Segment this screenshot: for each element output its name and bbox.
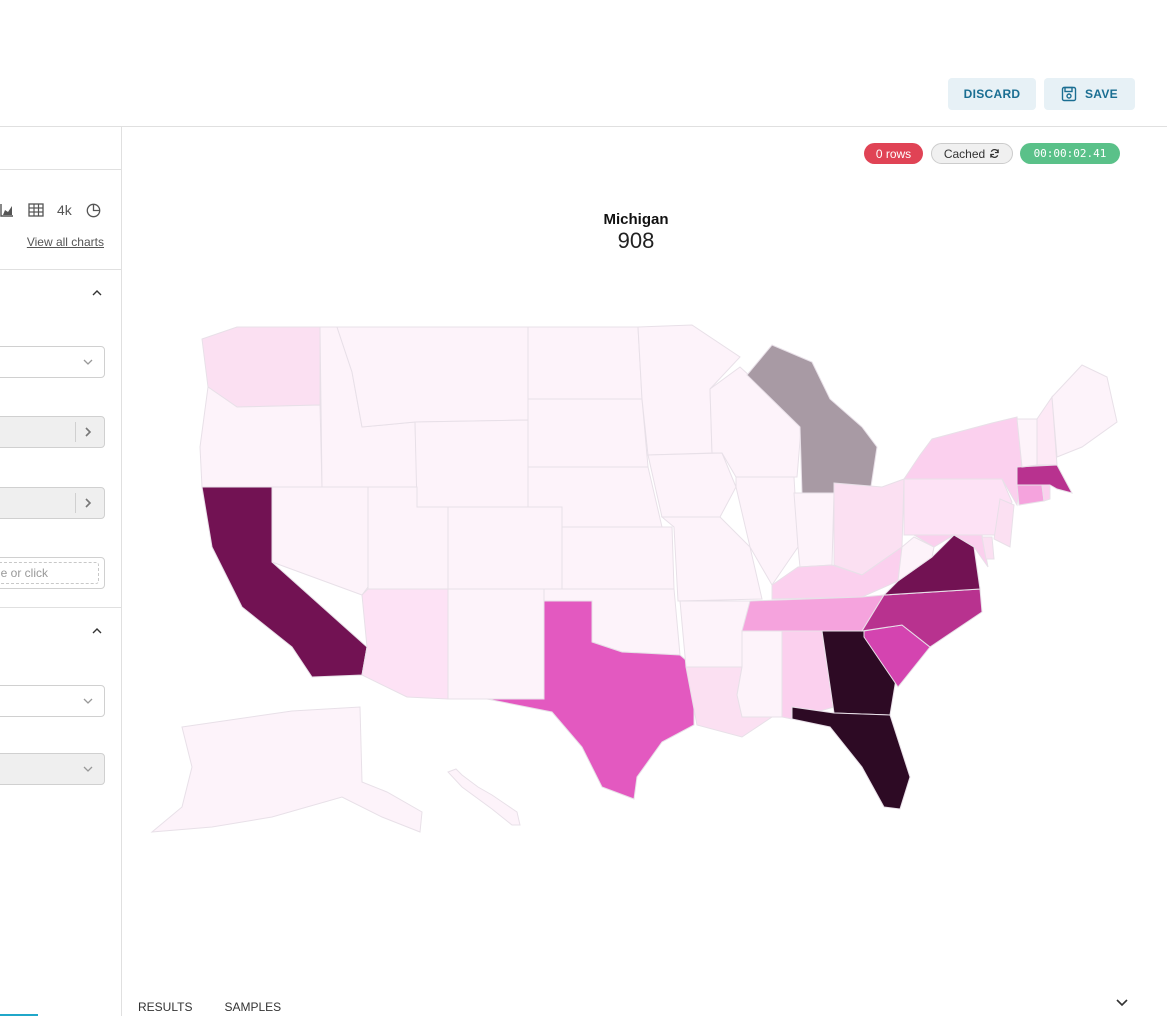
state-delaware[interactable]	[981, 536, 995, 560]
chevron-down-icon[interactable]	[1115, 995, 1129, 1009]
state-arkansas[interactable]	[679, 600, 751, 668]
state-rhode-island[interactable]	[1041, 484, 1051, 502]
state-west-virginia[interactable]	[897, 536, 935, 583]
drop-zone[interactable]: e or click	[0, 557, 105, 589]
state-connecticut[interactable]	[1016, 484, 1045, 506]
chevron-down-icon	[83, 698, 93, 704]
state-kansas[interactable]	[561, 526, 675, 590]
chart-panel: 0 rows Cached 00:00:02.41	[122, 127, 1167, 1016]
state-north-dakota[interactable]	[527, 326, 643, 400]
drop-zone-placeholder: e or click	[0, 562, 99, 584]
state-texas[interactable]	[486, 600, 695, 800]
state-missouri[interactable]	[660, 516, 763, 602]
area-chart-icon[interactable]	[0, 201, 14, 219]
state-wyoming[interactable]	[414, 419, 529, 508]
chevron-up-icon[interactable]	[91, 287, 103, 299]
state-iowa[interactable]	[647, 452, 737, 518]
state-maryland[interactable]	[912, 534, 989, 568]
row-count-badge: 0 rows	[864, 143, 923, 164]
state-colorado[interactable]	[447, 506, 563, 590]
divider	[0, 269, 121, 270]
state-hawaii[interactable]	[447, 768, 521, 826]
top-toolbar: DISCARD SAVE	[0, 0, 1167, 127]
tab-results[interactable]: RESULTS	[138, 1000, 193, 1014]
state-arizona[interactable]	[361, 588, 449, 700]
state-indiana[interactable]	[793, 492, 835, 568]
state-wisconsin[interactable]	[709, 366, 803, 478]
state-new-jersey[interactable]	[993, 498, 1015, 548]
view-all-charts-link[interactable]: View all charts	[26, 235, 104, 249]
state-nevada[interactable]	[271, 486, 369, 596]
table-icon[interactable]	[28, 201, 44, 219]
state-maine[interactable]	[1051, 364, 1118, 458]
state-south-dakota[interactable]	[527, 398, 649, 468]
state-montana[interactable]	[336, 326, 529, 428]
state-michigan[interactable]	[746, 344, 878, 494]
state-tennessee[interactable]	[741, 594, 885, 632]
active-tab-indicator	[0, 1014, 38, 1016]
filter-field[interactable]	[0, 487, 105, 519]
select-field[interactable]	[0, 346, 105, 378]
state-mississippi[interactable]	[736, 630, 783, 718]
divider	[0, 169, 121, 170]
hover-region-name: Michigan	[603, 211, 669, 228]
chevron-down-icon	[83, 766, 93, 772]
query-duration-badge: 00:00:02.41	[1020, 143, 1120, 164]
viz-type-shortcuts: 4k	[0, 201, 121, 219]
hover-region-value: 908	[617, 228, 655, 253]
select-field[interactable]	[0, 685, 105, 717]
metric-field[interactable]	[0, 416, 105, 448]
chevron-up-icon[interactable]	[91, 625, 103, 637]
data-tabs: RESULTS SAMPLES	[138, 1000, 281, 1016]
divider	[0, 607, 121, 608]
refresh-icon	[990, 149, 999, 158]
state-florida[interactable]	[791, 706, 911, 810]
us-choropleth-map	[150, 324, 1118, 833]
cached-badge[interactable]: Cached	[931, 143, 1013, 164]
state-alaska[interactable]	[150, 706, 423, 833]
save-icon	[1061, 86, 1077, 102]
save-button[interactable]: SAVE	[1044, 78, 1135, 110]
state-new-hampshire[interactable]	[1036, 395, 1058, 466]
big-number-icon[interactable]: 4k	[57, 202, 72, 218]
chevron-right-icon	[85, 498, 92, 508]
pie-chart-icon[interactable]	[86, 201, 101, 219]
tab-samples[interactable]: SAMPLES	[224, 1000, 282, 1014]
discard-button[interactable]: DISCARD	[948, 78, 1036, 110]
chevron-down-icon	[83, 359, 93, 365]
control-panel: 4k View all charts e or click	[0, 127, 122, 1016]
state-new-mexico[interactable]	[447, 588, 545, 700]
chevron-right-icon	[85, 427, 92, 437]
select-field-disabled[interactable]	[0, 753, 105, 785]
